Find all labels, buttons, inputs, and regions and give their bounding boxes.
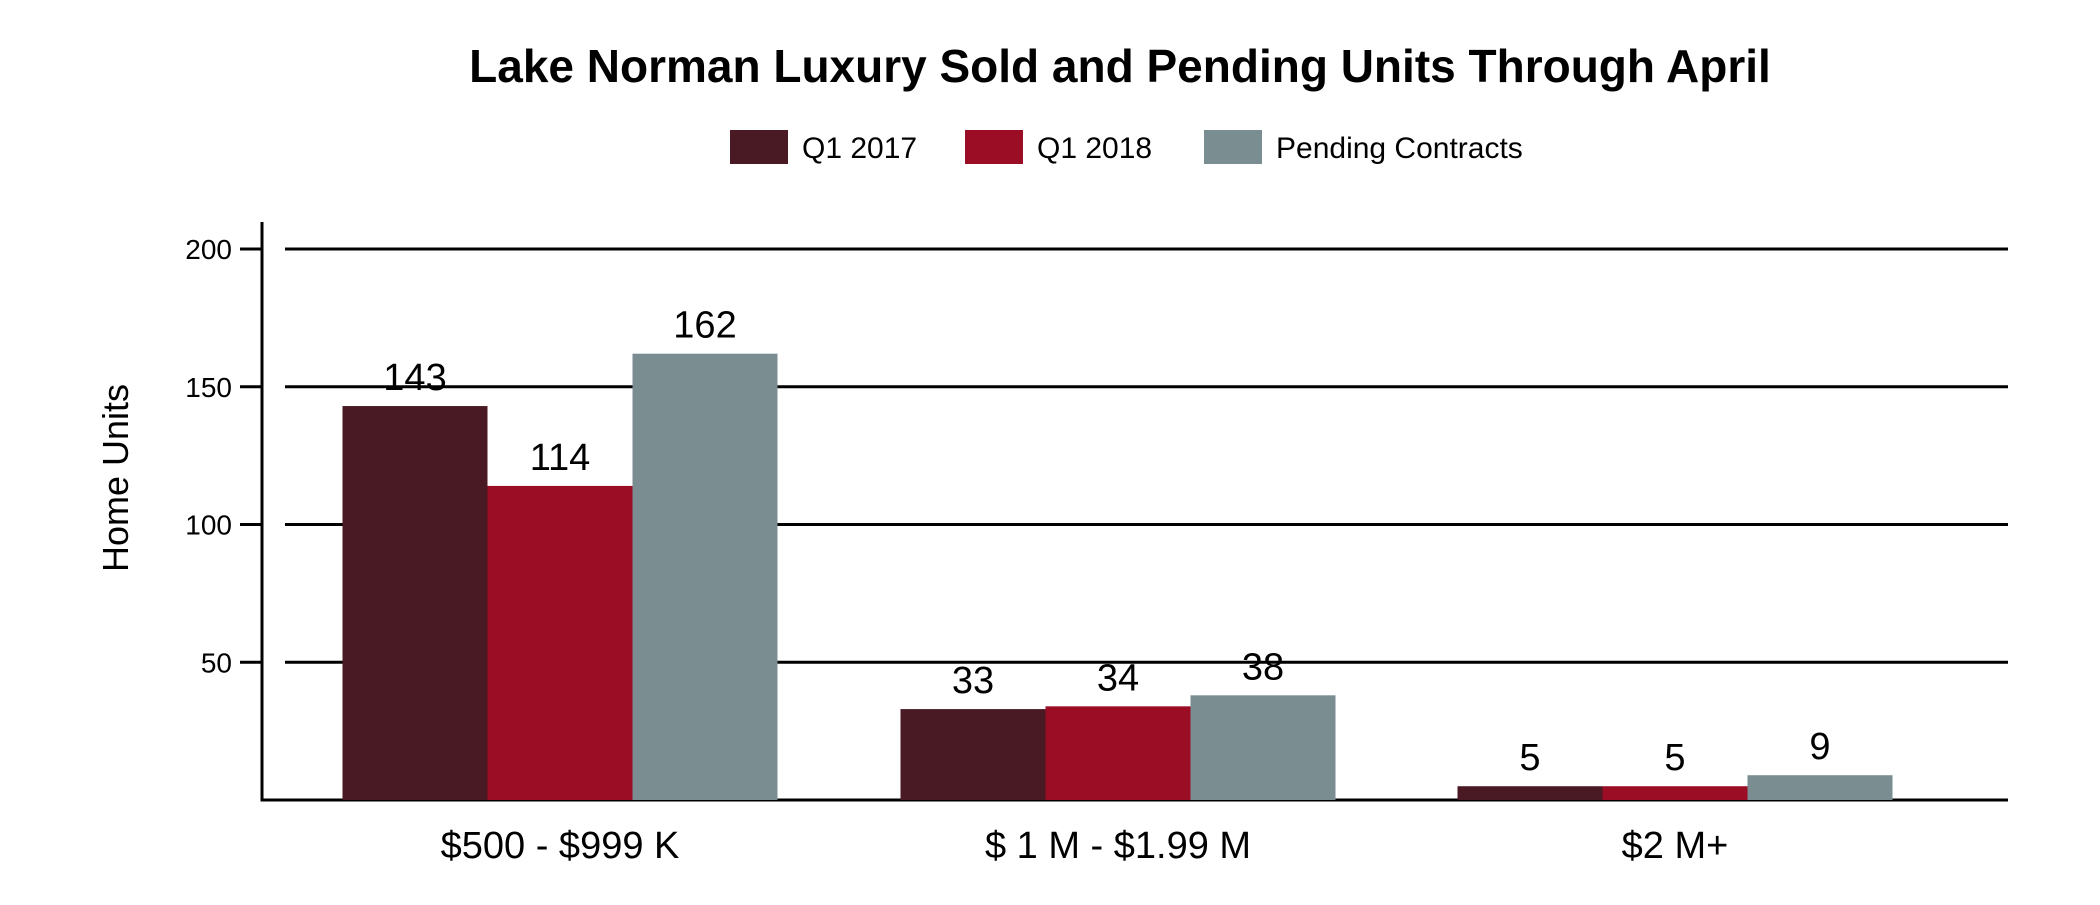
legend-label: Q1 2018	[1037, 132, 1152, 165]
data-label: 38	[1242, 646, 1284, 688]
bar	[342, 406, 488, 800]
chart-title: Lake Norman Luxury Sold and Pending Unit…	[469, 40, 1771, 92]
y-tick-label: 100	[185, 510, 232, 541]
data-label: 34	[1097, 657, 1139, 699]
legend-swatch	[965, 130, 1023, 164]
bar	[1747, 775, 1893, 800]
y-axis-ticks: 50 100 150 200	[185, 234, 262, 678]
y-tick-label: 200	[185, 234, 232, 265]
legend-label: Pending Contracts	[1276, 132, 1523, 165]
data-label: 9	[1809, 726, 1830, 768]
bar	[1602, 786, 1748, 800]
y-tick-label: 150	[185, 372, 232, 403]
legend-swatch	[730, 130, 788, 164]
legend: Q1 2017 Q1 2018 Pending Contracts	[730, 130, 1523, 165]
data-label: 5	[1519, 737, 1540, 779]
legend-label: Q1 2017	[802, 132, 917, 165]
x-axis-ticks: $500 - $999 K $ 1 M - $1.99 M $2 M+	[441, 825, 1729, 867]
legend-swatch	[1204, 130, 1262, 164]
bar	[1190, 695, 1336, 800]
data-label: 5	[1664, 737, 1685, 779]
bar	[632, 353, 778, 800]
bars	[342, 353, 1893, 800]
x-tick-label: $ 1 M - $1.99 M	[985, 825, 1251, 867]
y-axis-label: Home Units	[95, 384, 136, 572]
x-tick-label: $2 M+	[1622, 825, 1729, 867]
data-label: 162	[673, 305, 736, 347]
bar	[1045, 706, 1191, 800]
data-label: 143	[383, 357, 446, 399]
data-labels: 143 114 162 33 34 38 5 5 9	[383, 305, 1830, 780]
x-tick-label: $500 - $999 K	[441, 825, 680, 867]
data-label: 33	[952, 660, 994, 702]
bar	[900, 709, 1046, 800]
bar	[1457, 786, 1603, 800]
data-label: 114	[530, 437, 591, 479]
bar	[487, 485, 633, 800]
y-tick-label: 50	[201, 647, 232, 678]
